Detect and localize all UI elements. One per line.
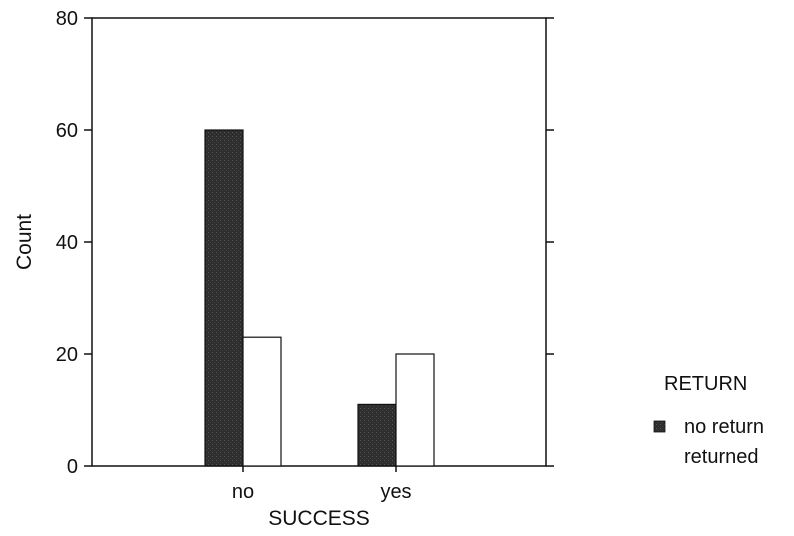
legend-title: RETURN <box>664 373 747 395</box>
legend: RETURN no return returned <box>653 373 764 468</box>
bar-yes-returned <box>395 353 435 467</box>
legend-label: returned <box>684 446 759 468</box>
x-axis-title: SUCCESS <box>268 507 370 530</box>
y-tick-label: 40 <box>56 232 78 254</box>
y-axis: 0 20 40 60 80 <box>56 8 554 478</box>
y-axis-title: Count <box>13 214 36 270</box>
y-tick-label: 60 <box>56 120 78 142</box>
plot-frame <box>91 17 547 467</box>
y-tick-label: 0 <box>67 456 78 478</box>
bars-group <box>204 129 435 467</box>
x-axis: no yes <box>232 466 412 503</box>
legend-label: no return <box>684 416 764 438</box>
x-tick-label: yes <box>380 481 411 503</box>
bar-no-returned <box>242 336 282 467</box>
y-tick-label: 80 <box>56 8 78 30</box>
x-tick-label: no <box>232 481 254 503</box>
bar-yes-no-return <box>357 403 397 467</box>
legend-swatch-no-return <box>653 420 666 433</box>
y-tick-label: 20 <box>56 344 78 366</box>
bar-no-no-return <box>204 129 244 467</box>
